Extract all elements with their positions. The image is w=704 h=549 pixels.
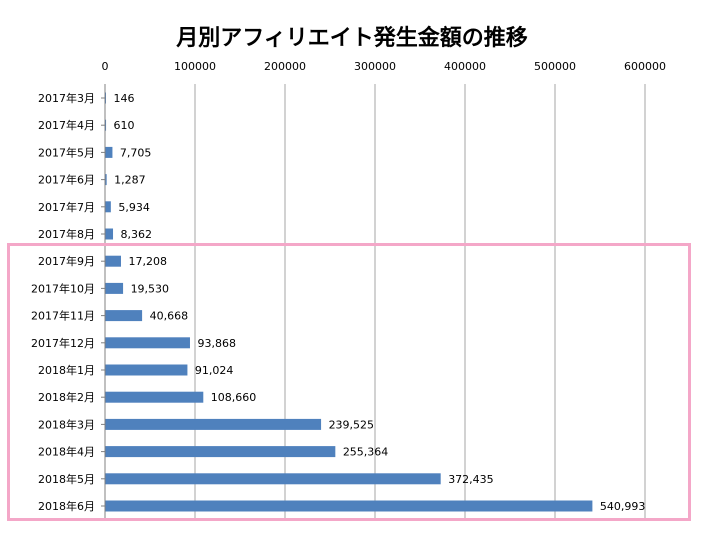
data-label: 372,435 [448, 473, 494, 486]
data-label: 40,668 [150, 310, 189, 323]
bar [105, 364, 188, 376]
chart-title: 月別アフィリエイト発生金額の推移 [176, 26, 528, 51]
x-tick-label: 200000 [264, 60, 306, 73]
x-tick-label: 600000 [624, 60, 666, 73]
category-label: 2017年10月 [31, 281, 95, 295]
bar [105, 146, 113, 158]
y-axis [101, 84, 106, 518]
data-label: 7,705 [120, 146, 152, 159]
category-label: 2018年6月 [38, 499, 95, 513]
category-label: 2018年3月 [38, 417, 95, 431]
bar [105, 446, 336, 458]
category-label: 2017年3月 [38, 91, 95, 105]
data-label: 8,362 [121, 228, 153, 241]
data-label: 239,525 [329, 418, 375, 431]
grid-lines [194, 84, 646, 518]
data-label: 255,364 [343, 446, 389, 459]
bar [105, 174, 107, 186]
category-label: 2018年5月 [38, 472, 95, 486]
bar [105, 282, 124, 294]
data-label: 108,660 [211, 391, 257, 404]
category-labels: 2017年3月 2017年4月 2017年5月 2017年6月 2017年7月 2017年… [31, 91, 95, 513]
bar [105, 473, 441, 485]
category-label: 2017年6月 [38, 173, 95, 187]
x-tick-label: 500000 [534, 60, 576, 73]
data-label: 5,934 [118, 201, 150, 214]
x-tick-label: 0 [102, 60, 109, 73]
bar [105, 337, 190, 349]
category-label: 2017年12月 [31, 336, 95, 350]
category-label: 2017年9月 [38, 254, 95, 268]
bar [105, 391, 204, 403]
data-label: 93,868 [197, 337, 236, 350]
bar [105, 201, 111, 213]
data-label: 610 [114, 119, 135, 132]
data-label: 146 [114, 92, 135, 105]
data-label: 1,287 [114, 174, 145, 187]
category-label: 2017年5月 [38, 145, 95, 159]
bar [105, 255, 121, 267]
category-label: 2018年2月 [38, 390, 95, 404]
x-tick-label: 300000 [354, 60, 396, 73]
data-label: 540,993 [600, 500, 646, 513]
x-axis-ticks: 0 100000 200000 300000 400000 500000 600000 [102, 60, 667, 73]
bar [105, 310, 143, 322]
bar [105, 92, 106, 104]
x-tick-label: 400000 [444, 60, 486, 73]
category-label: 2017年11月 [31, 309, 95, 323]
category-label: 2018年1月 [38, 363, 95, 377]
bar [105, 500, 593, 512]
category-label: 2017年8月 [38, 227, 95, 241]
bars [105, 92, 593, 512]
category-label: 2018年4月 [38, 445, 95, 459]
data-label: 91,024 [195, 364, 234, 377]
category-label: 2017年4月 [38, 118, 95, 132]
data-label: 17,208 [128, 255, 167, 268]
bar [105, 228, 114, 240]
bar [105, 119, 107, 131]
bar [105, 418, 322, 430]
data-label: 19,530 [131, 282, 170, 295]
data-labels: 146 610 7,705 1,287 5,934 8,362 17,208 19,530 40… [114, 92, 646, 513]
x-tick-label: 100000 [174, 60, 216, 73]
category-label: 2017年7月 [38, 200, 95, 214]
